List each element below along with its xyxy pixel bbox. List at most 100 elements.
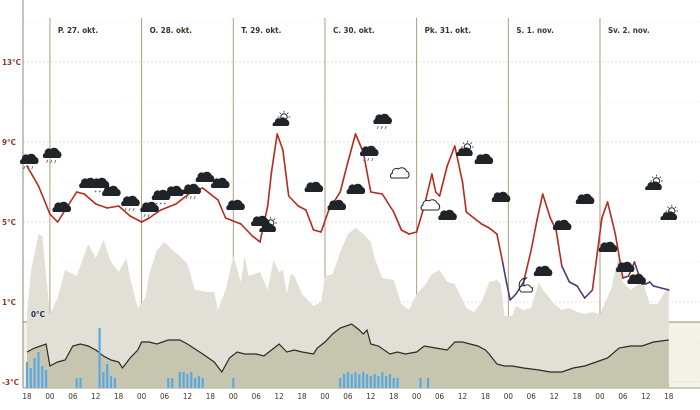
temperature-segment-13 <box>159 203 177 211</box>
cloud-icon <box>251 215 270 226</box>
sun-ray <box>462 142 465 145</box>
cloud-part <box>259 223 276 232</box>
precip-bar-19 <box>194 378 197 388</box>
sun-ray <box>266 218 268 221</box>
x-tick-label-28: 18 <box>664 392 674 401</box>
x-tick-label-8: 18 <box>206 392 216 401</box>
labels-layer: 13°C 9°C 5°C 1°C -3°C 0°C P. 27. okt. O. 28. ok… <box>2 26 674 401</box>
x-tick-label-7: 12 <box>183 392 192 401</box>
cloud-part <box>272 117 290 126</box>
precipitation-bars-layer <box>25 328 430 388</box>
temperature-segment-54 <box>501 261 508 283</box>
x-tick-label-11: 12 <box>275 392 284 401</box>
weather-icons-layer <box>19 110 678 293</box>
cloud-part <box>491 191 511 202</box>
day-label-1: O. 28. okt. <box>150 26 192 35</box>
precip-bar-14 <box>171 378 174 388</box>
cloud-icon <box>598 241 618 252</box>
x-tick-label-6: 06 <box>160 392 170 401</box>
cloud-drizzle-icon <box>42 147 62 164</box>
temperature-segment-72 <box>622 275 630 279</box>
x-tick-label-17: 00 <box>412 392 422 401</box>
cloud-part <box>455 147 473 156</box>
cloud-part <box>598 241 618 252</box>
x-tick-label-12: 18 <box>297 392 307 401</box>
temperature-segment-2 <box>49 213 59 223</box>
cloud-icon <box>552 219 572 230</box>
partly-cloudy-sun-icon <box>660 204 678 220</box>
precip-bar-35 <box>385 376 388 388</box>
temperature-segment-26 <box>287 195 300 207</box>
temperature-segment-64 <box>560 265 571 283</box>
cloud-part <box>359 145 379 156</box>
drizzle-drop <box>27 165 30 170</box>
cloud-icon <box>615 261 635 272</box>
sun-ray <box>674 206 677 209</box>
partly-cloudy-sun-icon <box>272 110 291 126</box>
cloud-icon <box>327 199 347 210</box>
temperature-segment-51 <box>480 223 491 229</box>
temperature-segment-43 <box>431 173 437 193</box>
temperature-segment-32 <box>339 161 349 193</box>
drizzle-drop <box>193 195 196 200</box>
precip-bar-40 <box>427 378 430 388</box>
temperature-segment-29 <box>312 229 322 233</box>
cloud-part <box>182 183 201 194</box>
temperature-segment-27 <box>297 205 307 211</box>
precip-bar-7 <box>79 378 82 388</box>
drizzle-drop <box>143 213 146 218</box>
drizzle-drop <box>367 157 370 162</box>
drizzle-drop <box>50 159 53 164</box>
drizzle-drop <box>376 125 379 130</box>
cloud-icon <box>533 265 553 276</box>
drizzle-drop <box>46 159 49 164</box>
precip-bar-20 <box>197 376 200 388</box>
precip-bar-17 <box>186 374 189 388</box>
y-tick-label-0: 13°C <box>2 58 21 67</box>
temperature-segment-78 <box>652 285 670 291</box>
precip-bar-21 <box>201 378 204 388</box>
temperature-segment-40 <box>408 231 418 235</box>
cloud-part <box>52 201 72 212</box>
precip-bar-31 <box>369 376 372 388</box>
cloud-drizzle-icon <box>19 153 39 170</box>
drizzle-drop <box>54 159 57 164</box>
cloud-part <box>251 215 270 226</box>
temperature-segment-7 <box>95 203 108 209</box>
day-label-2: T. 29. okt. <box>241 26 281 35</box>
drizzle-drop <box>384 125 387 130</box>
snow-flake <box>98 190 101 193</box>
cloud-icon <box>575 193 595 204</box>
temperature-segment-25 <box>282 149 290 197</box>
low-band-line <box>26 323 669 374</box>
cloud-drizzle-icon <box>182 183 201 200</box>
precip-bar-28 <box>358 374 361 388</box>
precip-bar-16 <box>182 372 185 388</box>
precip-bar-13 <box>167 378 170 388</box>
temperature-segment-38 <box>392 211 403 231</box>
snow-flake <box>159 202 162 205</box>
precip-bar-8 <box>98 328 101 388</box>
x-tick-label-15: 12 <box>366 392 375 401</box>
day-label-3: C. 30. okt. <box>333 26 375 35</box>
temperature-segment-47 <box>453 145 464 183</box>
x-tick-label-5: 00 <box>137 392 147 401</box>
drizzle-drop <box>31 165 34 170</box>
x-tick-label-3: 12 <box>91 392 100 401</box>
temperature-segment-52 <box>488 227 498 235</box>
cloud-part <box>627 273 646 284</box>
precip-bar-24 <box>343 374 346 388</box>
temperature-segment-10 <box>129 215 143 223</box>
temperature-segment-58 <box>522 249 533 283</box>
precip-bar-25 <box>346 372 349 388</box>
precip-bar-2 <box>33 358 36 388</box>
temperature-segment-53 <box>496 233 504 263</box>
temperature-segment-5 <box>75 191 86 195</box>
temperature-segment-67 <box>583 289 594 299</box>
temperature-segment-34 <box>354 133 365 153</box>
precip-bar-5 <box>45 370 48 388</box>
temperature-segment-17 <box>217 199 227 219</box>
drizzle-drop <box>185 195 188 200</box>
drizzle-drop <box>189 195 192 200</box>
